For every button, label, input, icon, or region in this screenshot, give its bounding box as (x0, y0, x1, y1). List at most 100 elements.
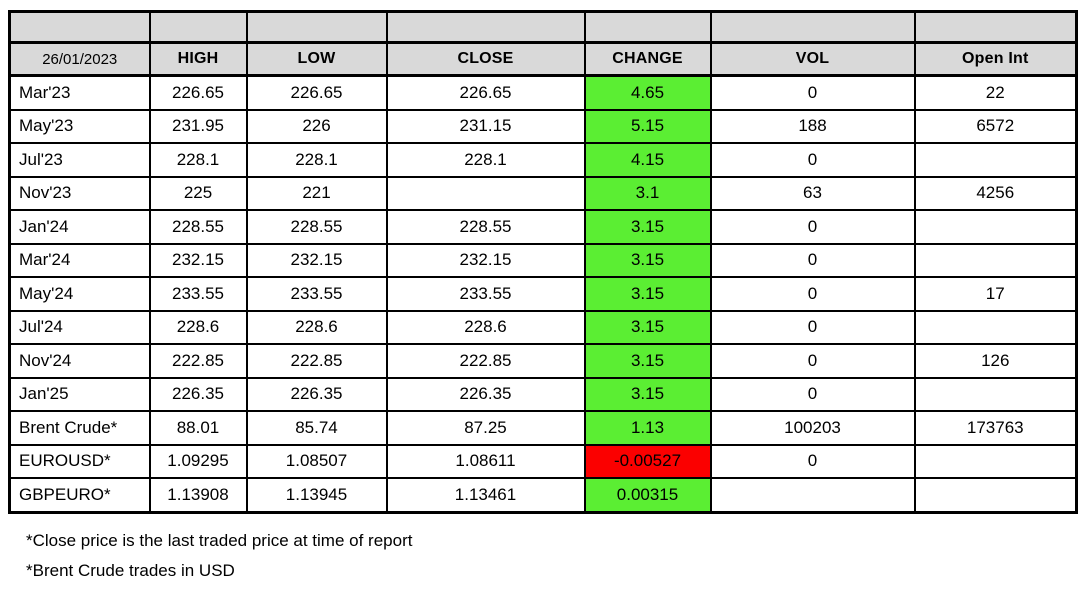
low-cell: 1.08507 (245, 443, 388, 479)
high-cell: 1.09295 (148, 443, 248, 479)
change-cell: 1.13 (583, 410, 712, 446)
vol-cell: 0 (709, 74, 916, 111)
table-row: Jan'25 226.35 226.35 226.35 3.15 0 (8, 376, 1078, 412)
high-cell: 88.01 (148, 410, 248, 446)
open-int-cell: 4256 (913, 175, 1078, 211)
footnote-brent-usd: *Brent Crude trades in USD (26, 561, 235, 580)
low-cell: 228.55 (245, 209, 388, 245)
open-int-cell: 126 (913, 343, 1078, 379)
contract-cell: Brent Crude* (8, 410, 151, 446)
low-cell: 226.35 (245, 376, 388, 412)
change-cell: 3.15 (583, 242, 712, 278)
change-cell: 3.15 (583, 309, 712, 345)
low-cell: 226 (245, 108, 388, 144)
high-cell: 225 (148, 175, 248, 211)
open-int-cell: 17 (913, 276, 1078, 312)
vol-cell: 0 (709, 142, 916, 178)
open-int-cell (913, 209, 1078, 245)
high-cell: 226.65 (148, 74, 248, 111)
contract-cell: May'23 (8, 108, 151, 144)
close-cell: 232.15 (385, 242, 586, 278)
column-header-vol: VOL (709, 41, 916, 77)
vol-cell: 0 (709, 376, 916, 412)
table-row: Nov'23 225 221 3.1 63 4256 (8, 175, 1078, 211)
empty-cell (583, 10, 712, 44)
high-cell: 232.15 (148, 242, 248, 278)
open-int-cell: 22 (913, 74, 1078, 111)
empty-cell (385, 10, 586, 44)
table-row: Jan'24 228.55 228.55 228.55 3.15 0 (8, 209, 1078, 245)
high-cell: 233.55 (148, 276, 248, 312)
contract-cell: Nov'24 (8, 343, 151, 379)
contract-cell: GBPEURO* (8, 477, 151, 513)
open-int-cell: 173763 (913, 410, 1078, 446)
contract-cell: Nov'23 (8, 175, 151, 211)
change-cell: 3.1 (583, 175, 712, 211)
change-cell: 3.15 (583, 276, 712, 312)
column-header-close: CLOSE (385, 41, 586, 77)
close-cell: 233.55 (385, 276, 586, 312)
high-cell: 231.95 (148, 108, 248, 144)
change-cell: 4.15 (583, 142, 712, 178)
low-cell: 228.6 (245, 309, 388, 345)
close-cell: 226.65 (385, 74, 586, 111)
high-cell: 226.35 (148, 376, 248, 412)
high-cell: 228.55 (148, 209, 248, 245)
empty-cell (709, 10, 916, 44)
vol-cell: 0 (709, 209, 916, 245)
low-cell: 222.85 (245, 343, 388, 379)
change-cell: 3.15 (583, 376, 712, 412)
report-date: 26/01/2023 (8, 41, 151, 77)
open-int-cell (913, 309, 1078, 345)
contract-cell: Jan'24 (8, 209, 151, 245)
table-row: May'24 233.55 233.55 233.55 3.15 0 17 (8, 276, 1078, 312)
table-row: Nov'24 222.85 222.85 222.85 3.15 0 126 (8, 343, 1078, 379)
contract-cell: EUROUSD* (8, 443, 151, 479)
change-cell: 5.15 (583, 108, 712, 144)
close-cell: 1.13461 (385, 477, 586, 513)
contract-cell: May'24 (8, 276, 151, 312)
close-cell: 87.25 (385, 410, 586, 446)
empty-cell (913, 10, 1078, 44)
column-header-open-int: Open Int (913, 41, 1078, 77)
contract-cell: Jul'24 (8, 309, 151, 345)
open-int-cell (913, 242, 1078, 278)
low-cell: 228.1 (245, 142, 388, 178)
close-cell: 222.85 (385, 343, 586, 379)
table-row: Brent Crude* 88.01 85.74 87.25 1.13 100203 173… (8, 410, 1078, 446)
vol-cell: 63 (709, 175, 916, 211)
close-cell: 231.15 (385, 108, 586, 144)
empty-cell (148, 10, 248, 44)
change-cell: 0.00315 (583, 477, 712, 513)
contract-cell: Jul'23 (8, 142, 151, 178)
footnotes: *Close price is the last traded price at… (26, 531, 412, 591)
table-row: EUROUSD* 1.09295 1.08507 1.08611 -0.00527 0 (8, 443, 1078, 479)
empty-top-row (8, 10, 1078, 44)
vol-cell: 188 (709, 108, 916, 144)
vol-cell: 0 (709, 309, 916, 345)
high-cell: 228.1 (148, 142, 248, 178)
footnote-close-price: *Close price is the last traded price at… (26, 531, 413, 550)
open-int-cell (913, 376, 1078, 412)
close-cell: 228.6 (385, 309, 586, 345)
change-cell: 4.65 (583, 74, 712, 111)
table-row: Jul'24 228.6 228.6 228.6 3.15 0 (8, 309, 1078, 345)
change-cell: 3.15 (583, 343, 712, 379)
close-cell: 1.08611 (385, 443, 586, 479)
column-header-low: LOW (245, 41, 388, 77)
column-header-change: CHANGE (583, 41, 712, 77)
low-cell: 232.15 (245, 242, 388, 278)
change-cell: -0.00527 (583, 443, 712, 479)
report-sheet: 26/01/2023 HIGH LOW CLOSE CHANGE VOL Ope… (8, 10, 1078, 580)
empty-cell (245, 10, 388, 44)
high-cell: 222.85 (148, 343, 248, 379)
open-int-cell: 6572 (913, 108, 1078, 144)
close-cell: 228.55 (385, 209, 586, 245)
low-cell: 1.13945 (245, 477, 388, 513)
low-cell: 226.65 (245, 74, 388, 111)
vol-cell (709, 477, 916, 513)
close-cell: 228.1 (385, 142, 586, 178)
contract-cell: Mar'23 (8, 74, 151, 111)
vol-cell: 100203 (709, 410, 916, 446)
change-cell: 3.15 (583, 209, 712, 245)
